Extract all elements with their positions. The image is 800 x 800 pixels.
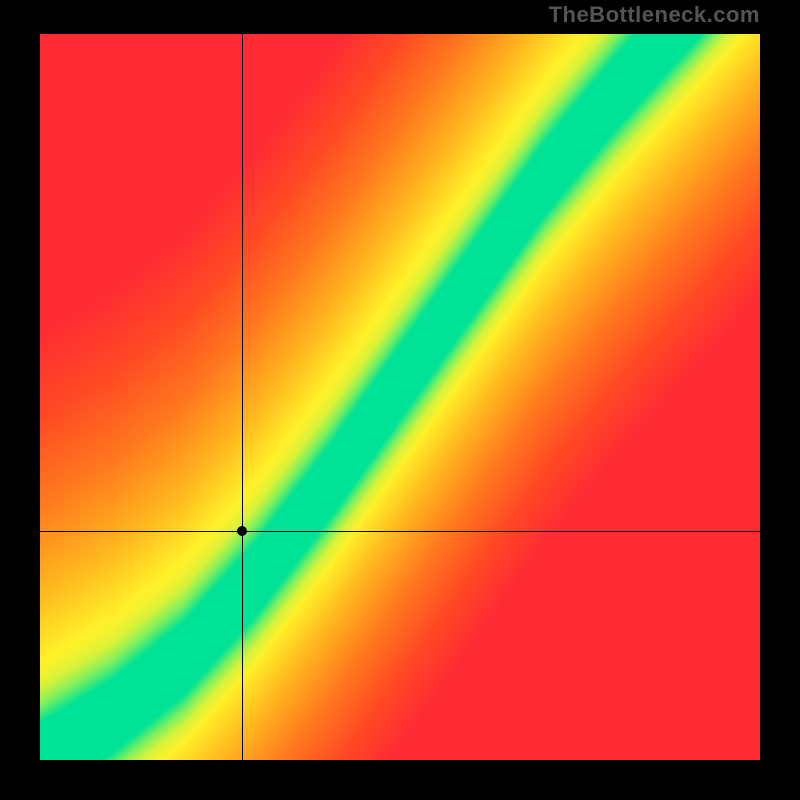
crosshair-horizontal [40,531,760,532]
heatmap-canvas [40,34,760,760]
plot-area [40,34,760,760]
marker-dot [237,526,247,536]
watermark-text: TheBottleneck.com [549,2,760,28]
crosshair-vertical [242,34,243,760]
outer-frame: TheBottleneck.com [0,0,800,800]
